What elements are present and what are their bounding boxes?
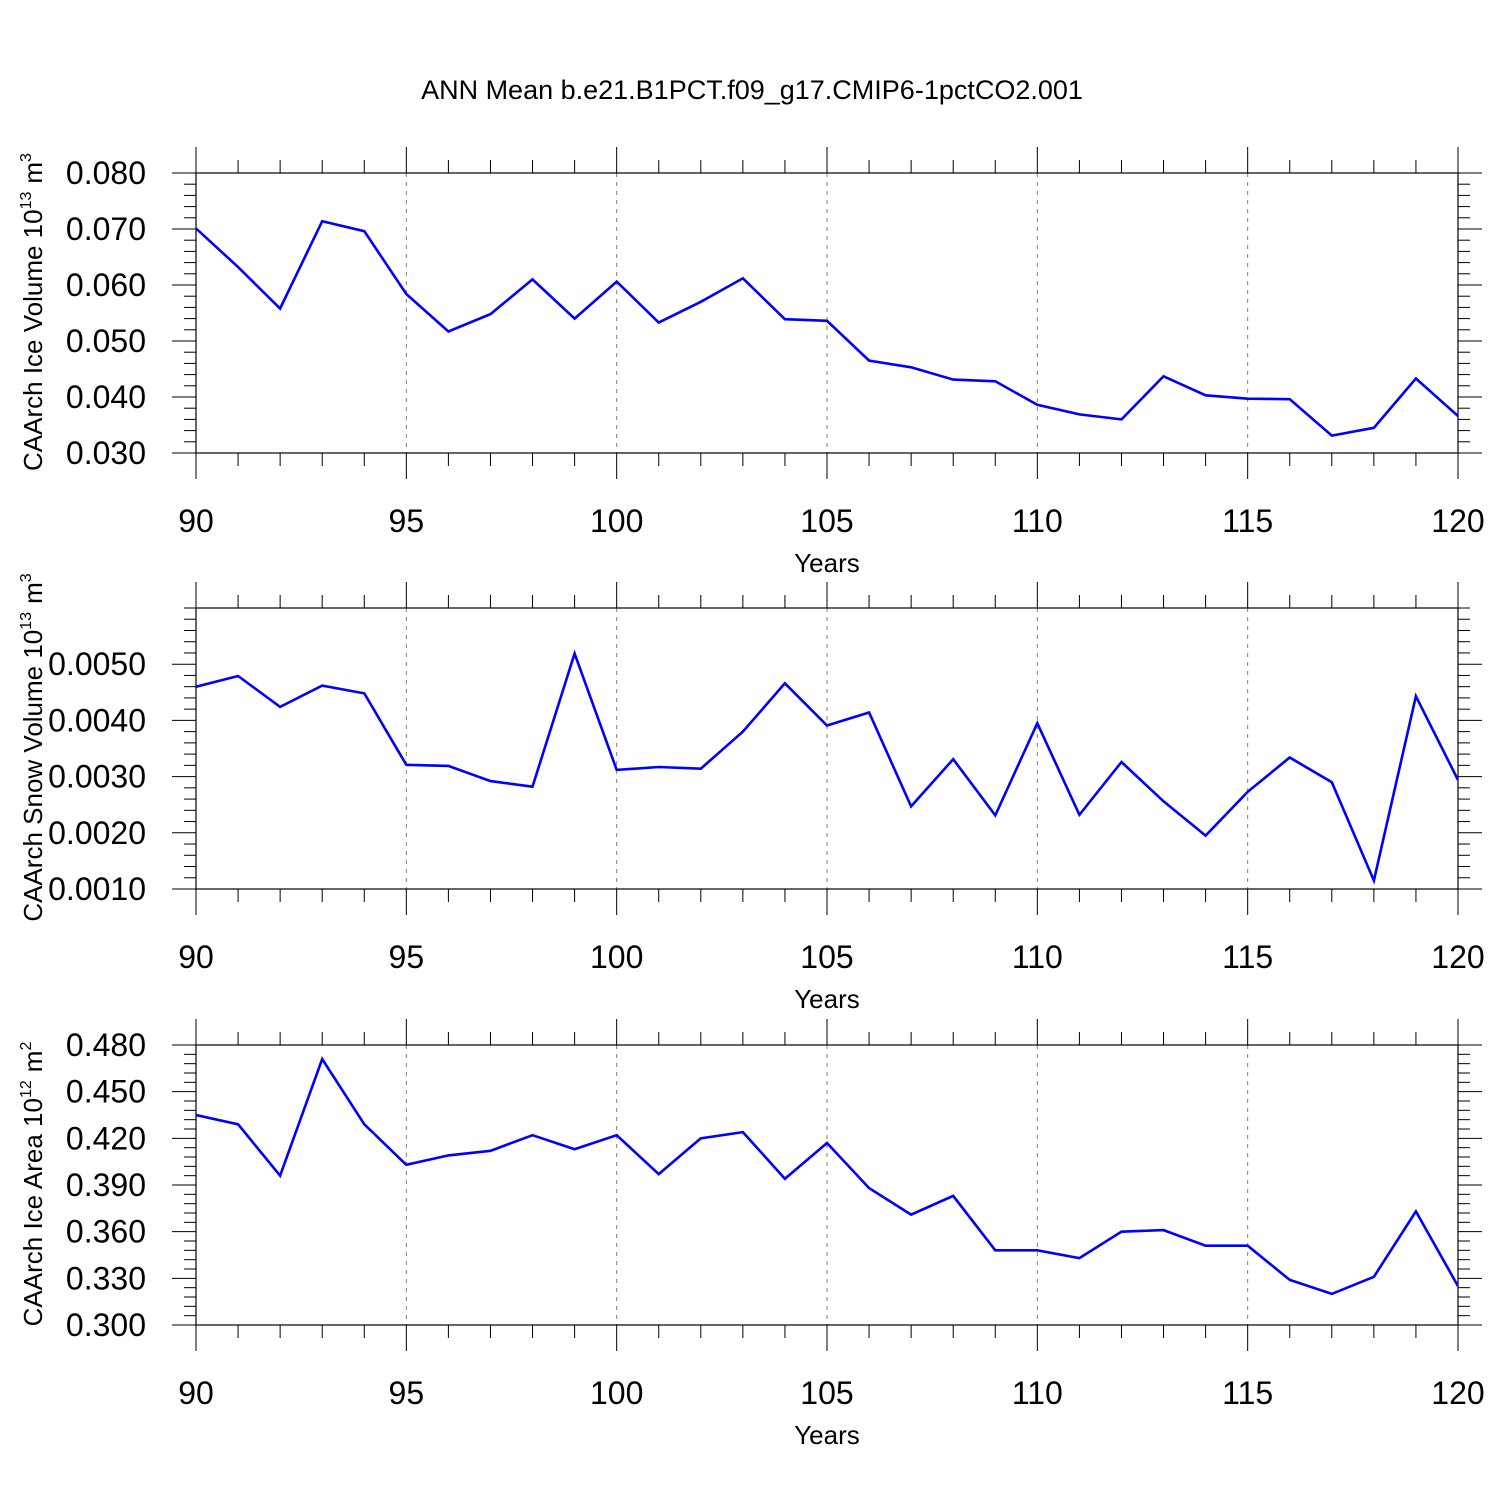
x-tick-label: 115 xyxy=(1222,939,1273,975)
x-tick-label: 100 xyxy=(590,1375,643,1411)
x-tick-label: 100 xyxy=(590,939,643,975)
x-tick-label: 110 xyxy=(1012,939,1063,975)
chart-panel-2: 90 95 100 105 110 115 120 0.0010 0.0020 0.0030 0.0… xyxy=(18,573,1485,1014)
y-axis-label-text: m xyxy=(18,162,48,184)
x-axis-label: Years xyxy=(794,984,860,1014)
panels: 90 95 100 105 110 115 120 0.030 0.040 0.050 0.060 0… xyxy=(18,147,1485,1450)
y-tick-label: 0.0020 xyxy=(48,815,146,851)
y-tick-label: 0.480 xyxy=(66,1027,146,1063)
x-tick-label: 120 xyxy=(1431,939,1484,975)
y-tick-label: 0.070 xyxy=(66,211,146,247)
x-axis-label: Years xyxy=(794,1420,860,1450)
y-tick-label: 0.300 xyxy=(66,1307,146,1343)
series-line xyxy=(196,219,1458,437)
y-axis-label: CAArch Ice Area 1012 m2 xyxy=(18,1042,48,1327)
x-tick-label: 105 xyxy=(800,1375,853,1411)
y-tick-label: 0.360 xyxy=(66,1214,146,1250)
x-tick-label: 90 xyxy=(178,503,214,539)
y-tick-label: 0.0030 xyxy=(48,759,146,795)
y-axis-label-text: m xyxy=(18,582,48,604)
x-tick-label: 95 xyxy=(389,503,425,539)
y-axis-label-exponent: 13 xyxy=(18,192,35,210)
y-tick-label: 0.060 xyxy=(66,267,146,303)
y-tick-label: 0.0010 xyxy=(48,871,146,907)
chart-panel-3: 90 95 100 105 110 115 120 0.300 0.330 0.360 0.390 0… xyxy=(18,1019,1485,1450)
y-tick-label: 0.040 xyxy=(66,379,146,415)
x-tick-label: 90 xyxy=(178,939,214,975)
y-axis-label-exponent: 3 xyxy=(18,573,35,582)
chart-panel-1: 90 95 100 105 110 115 120 0.030 0.040 0.050 0.060 0… xyxy=(18,147,1485,578)
y-tick-label: 0.0050 xyxy=(48,646,146,682)
series-line xyxy=(196,649,1458,885)
y-axis-label-exponent: 12 xyxy=(18,1080,35,1098)
y-tick-label: 0.080 xyxy=(66,155,146,191)
y-tick-label: 0.390 xyxy=(66,1167,146,1203)
y-axis-label-text: CAArch Ice Volume 10 xyxy=(18,209,48,471)
series-line xyxy=(196,1056,1458,1296)
y-tick-label: 0.330 xyxy=(66,1260,146,1296)
y-axis-label-exponent: 13 xyxy=(18,612,35,630)
x-tick-label: 105 xyxy=(800,939,853,975)
y-axis-label-exponent: 3 xyxy=(18,153,35,162)
figure-title: ANN Mean b.e21.B1PCT.f09_g17.CMIP6-1pctC… xyxy=(421,75,1083,105)
x-tick-label: 110 xyxy=(1012,503,1063,539)
x-axis-label: Years xyxy=(794,548,860,578)
x-tick-label: 100 xyxy=(590,503,643,539)
x-tick-label: 90 xyxy=(178,1375,214,1411)
y-axis-label-exponent: 2 xyxy=(18,1042,35,1051)
y-tick-label: 0.050 xyxy=(66,323,146,359)
y-axis-label: CAArch Ice Volume 1013 m3 xyxy=(18,153,48,471)
y-axis-label-text: CAArch Ice Area 10 xyxy=(18,1098,48,1326)
y-tick-label: 0.030 xyxy=(66,435,146,471)
x-tick-label: 115 xyxy=(1222,503,1273,539)
x-tick-label: 95 xyxy=(389,939,425,975)
y-axis-label-text: CAArch Snow Volume 10 xyxy=(18,630,48,922)
y-axis-label-text: m xyxy=(18,1051,48,1073)
x-tick-label: 95 xyxy=(389,1375,425,1411)
y-axis-label: CAArch Snow Volume 1013 m3 xyxy=(18,573,48,921)
x-tick-label: 120 xyxy=(1431,503,1484,539)
x-tick-label: 105 xyxy=(800,503,853,539)
y-tick-label: 0.420 xyxy=(66,1120,146,1156)
y-tick-label: 0.450 xyxy=(66,1074,146,1110)
x-tick-label: 110 xyxy=(1012,1375,1063,1411)
x-tick-label: 120 xyxy=(1431,1375,1484,1411)
y-tick-label: 0.0040 xyxy=(48,702,146,738)
x-tick-label: 115 xyxy=(1222,1375,1273,1411)
